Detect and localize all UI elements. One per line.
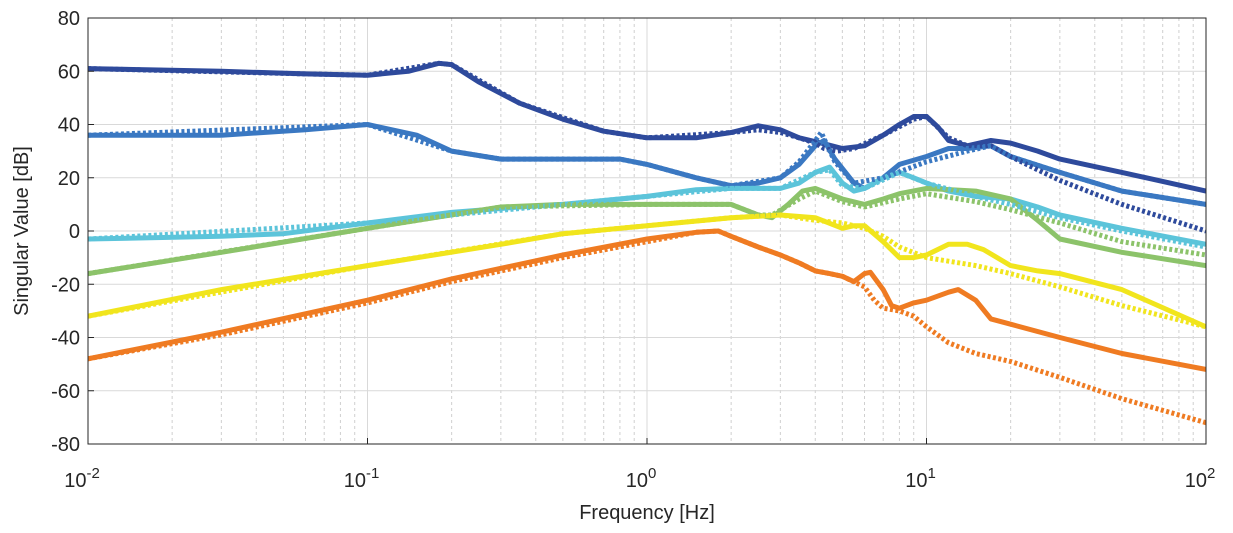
y-tick-label: 40: [58, 115, 80, 137]
y-tick-label: 20: [58, 168, 80, 190]
x-tick-label: 102: [1185, 465, 1216, 492]
series-line-sv6-dot: [88, 228, 1206, 426]
series-line-sv4-dot: [88, 188, 1206, 277]
x-axis-label: Frequency [Hz]: [579, 502, 715, 524]
y-tick-label: 60: [58, 61, 80, 83]
y-tick-label: 80: [58, 8, 80, 30]
plot-area: [88, 60, 1206, 426]
x-tick-label: 101: [905, 465, 936, 492]
series-line-sv5-dot: [88, 212, 1206, 330]
x-tick-label: 100: [626, 465, 657, 492]
y-tick-label: 0: [69, 221, 80, 243]
x-tick-label: 10-1: [344, 465, 380, 492]
x-tick-label: 10-2: [64, 465, 100, 492]
y-tick-label: -20: [51, 274, 80, 296]
x-axis-ticks: 10-2 10-1 100 101 102: [64, 438, 1215, 492]
series-line-sv5: [88, 212, 1206, 330]
y-axis-ticks: 80 60 40 20 0 -20 -40 -60 -80: [51, 8, 94, 456]
y-tick-label: -40: [51, 328, 80, 350]
y-tick-label: -80: [51, 434, 80, 456]
series-line-sv2-dot: [88, 122, 1206, 207]
y-tick-label: -60: [51, 381, 80, 403]
y-axis-label: Singular Value [dB]: [11, 146, 33, 316]
series-line-sv1-dot: [88, 60, 1206, 234]
